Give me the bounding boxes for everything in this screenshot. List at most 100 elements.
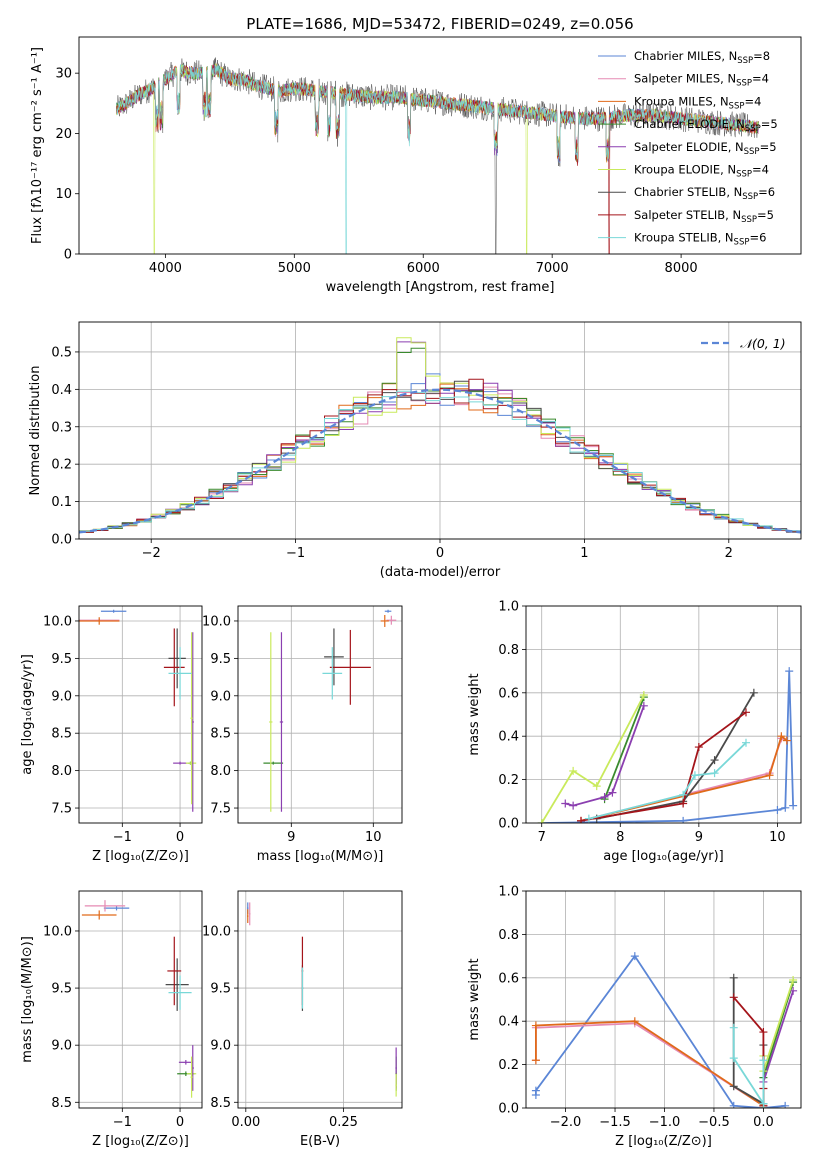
y-tick-label: 0.0 [51,533,72,548]
y-tick-label: 8.5 [210,727,231,742]
residuals-axes: −2 −1 0 1 2 0.0 0.1 0.2 0.3 0.4 0.5 (data-model)/er… [28,322,801,580]
x-tick-label: −0.5 [698,1115,730,1130]
x-tick-label: 9 [287,830,295,845]
y-tick-label: 9.5 [51,652,72,667]
y-axis-label: Normed distribution [28,366,43,496]
x-tick-label: 0 [436,546,444,561]
y-tick-label: 10.0 [202,614,231,629]
y-tick-label: 1.0 [498,885,519,900]
series-line [535,1020,764,1107]
y-tick-label: 8.5 [51,727,72,742]
point-marker [639,690,648,699]
x-axis-label: E(B-V) [300,1134,340,1149]
point-marker [531,1056,540,1065]
x-tick-label: 10 [769,830,786,845]
y-tick-label: 9.5 [210,652,231,667]
point-marker [781,803,790,812]
y-tick-label: 1.0 [498,600,519,615]
y-tick-label: 0.6 [498,686,519,701]
mass-ebv-points [246,902,397,1097]
point-marker [759,1056,768,1065]
x-tick-label: −1.0 [649,1115,681,1130]
spectrum-axes: 4000 5000 6000 7000 8000 0 10 20 30 wavelength [A… [30,47,698,295]
y-tick-label: 0.3 [51,420,72,435]
series-line [603,696,645,800]
y-tick-label: 30 [55,67,72,82]
legend-label: Chabrier MILES, NSSP=8 [634,49,770,66]
series-line [732,977,765,1106]
point-marker [729,993,738,1002]
x-tick-label: 9 [695,830,703,845]
spectrum-series [116,57,759,254]
normal-curve [79,388,801,534]
series-line [535,954,786,1108]
series-line [762,990,794,1083]
x-tick-label: 0.00 [231,1115,260,1130]
y-axis-label: age [log₁₀(age/yr)] [20,654,35,775]
legend-label: Salpeter MILES, NSSP=4 [634,72,769,89]
legend-label: Kroupa ELODIE, NSSP=4 [634,163,769,180]
x-tick-label: −1 [286,546,305,561]
point-marker [729,1054,738,1063]
x-tick-label: 2 [725,546,733,561]
point-marker [569,801,578,810]
y-tick-label: 8.5 [210,1096,231,1111]
y-tick-label: 9.0 [210,1039,231,1054]
x-axis-label: Z [log₁₀(Z/Z⊙)] [92,1134,189,1149]
y-tick-label: 10.0 [43,924,72,939]
x-axis-label: age [log₁₀(age/yr)] [603,849,724,864]
x-tick-label: 0.0 [753,1115,774,1130]
point-marker [608,788,617,797]
point-marker [789,801,798,810]
point-marker [630,1017,639,1026]
y-tick-label: 9.0 [51,689,72,704]
x-axis-label: (data-model)/error [380,565,501,580]
x-tick-label: 7000 [536,261,569,276]
y-axis-label: mass [log₁₀(M/M⊙)] [20,936,35,1063]
y-tick-label: 10 [55,187,72,202]
series-line [541,671,794,823]
x-tick-label: 5000 [278,261,311,276]
y-tick-label: 20 [55,127,72,142]
y-tick-label: 0.8 [498,928,519,943]
legend-label: 𝒩(0, 1) [740,336,786,351]
point-marker [749,688,758,697]
y-tick-label: 10.0 [202,924,231,939]
y-tick-label: 8.0 [51,764,72,779]
point-marker [592,782,601,791]
mass-ebv-axes: 0.00 0.25 8.5 9.0 9.5 10.0 E(B-V) [202,891,402,1149]
x-axis-label: mass [log₁₀(M/M⊙)] [257,849,384,864]
point-marker [729,1082,738,1091]
y-tick-label: 0.4 [498,730,519,745]
y-tick-label: 0.8 [498,643,519,658]
point-marker [679,816,688,823]
y-tick-label: 8.0 [210,764,231,779]
y-tick-label: 7.5 [210,802,231,817]
x-tick-label: 8000 [665,261,698,276]
point-marker [600,792,609,801]
series-line [732,1027,765,1107]
y-tick-label: 0.2 [498,773,519,788]
point-marker [679,790,688,799]
residual-series [79,337,801,535]
point-marker [537,819,546,823]
point-marker [679,799,688,808]
mw-age-frame [525,605,802,824]
y-axis-label: mass weight [467,673,482,755]
x-tick-label: 1 [580,546,588,561]
x-axis-label: wavelength [Angstrom, rest frame] [326,280,555,295]
point-marker [639,701,648,710]
point-marker [785,667,794,676]
x-tick-label: −1.5 [599,1115,631,1130]
point-marker [759,1028,768,1037]
mass-z-axes: −1 0 8.5 9.0 9.5 10.0 Z [log₁₀(Z/Z⊙)] mass [log… [20,891,202,1149]
x-tick-label: 0 [176,830,184,845]
y-tick-label: 0.2 [51,458,72,473]
x-axis-label: Z [log₁₀(Z/Z⊙)] [92,849,189,864]
x-axis-label: Z [log₁₀(Z/Z⊙)] [615,1134,712,1149]
point-marker [759,1099,768,1108]
legend-label: Chabrier STELIB, NSSP=6 [634,185,775,202]
y-tick-label: 8.5 [51,1096,72,1111]
y-tick-label: 0 [64,248,72,263]
